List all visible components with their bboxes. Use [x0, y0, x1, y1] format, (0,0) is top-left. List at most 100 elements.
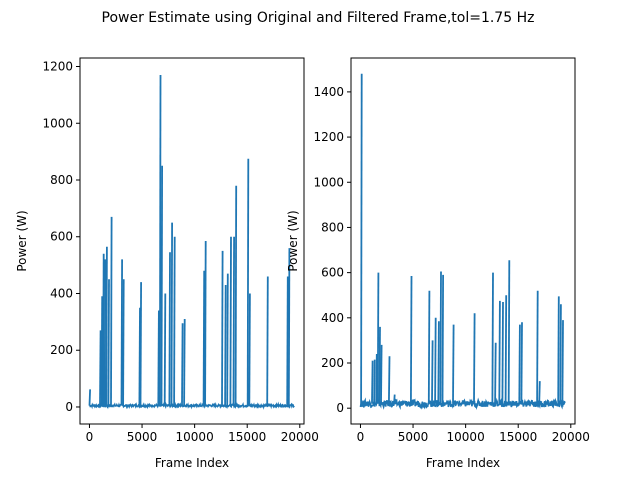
- left-spike-5: [105, 246, 108, 406]
- right-spike-3: [375, 353, 378, 404]
- right-spike-10: [427, 290, 431, 404]
- left-spike-22: [204, 240, 207, 406]
- right-x-tick-label: 0: [357, 430, 365, 444]
- left-spike-8: [120, 259, 123, 406]
- right-series-group: [359, 73, 566, 410]
- left-spike-30: [248, 293, 251, 406]
- left-spike-23: [221, 250, 224, 406]
- right-spike-12: [434, 317, 437, 404]
- right-spike-26: [536, 290, 539, 404]
- left-spike-16: [168, 252, 171, 406]
- left-y-tick-label: 0: [65, 400, 73, 414]
- right-y-tick-label: 400: [321, 311, 344, 325]
- left-series-baseline: [89, 401, 295, 410]
- right-spike-16: [452, 324, 455, 404]
- left-subplot: 0 5000 10000 15000 20000 0 200 400 600 800 1000 12…: [15, 57, 319, 470]
- right-y-tick-label: 800: [321, 220, 344, 234]
- left-x-tick-label: 15000: [228, 430, 266, 444]
- right-spike-24: [518, 324, 521, 404]
- right-spike-27: [538, 381, 541, 404]
- left-axes-frame: [79, 57, 305, 425]
- left-spike-13: [158, 74, 162, 406]
- left-spike-7: [110, 216, 113, 406]
- right-subplot: 0 5000 10000 15000 20000 0 200 400 600 800 1000 12…: [286, 57, 590, 470]
- left-spike-17: [170, 222, 174, 406]
- right-spike-25: [520, 322, 523, 404]
- left-spike-31: [266, 276, 269, 406]
- left-y-tick-label: 1000: [42, 116, 73, 130]
- right-y-tick-label: 1000: [313, 175, 344, 189]
- right-spike-28: [557, 296, 560, 404]
- right-spike-29: [559, 304, 562, 404]
- right-spike-7: [388, 356, 391, 404]
- left-series-group: [88, 74, 295, 410]
- left-spike-24: [224, 284, 227, 406]
- right-spike-21: [501, 301, 504, 404]
- left-spike-12: [157, 310, 160, 406]
- right-spike-1: [371, 360, 374, 404]
- left-y-axis-label: Power (W): [15, 210, 29, 271]
- right-spike-14: [439, 271, 442, 404]
- left-y-tick-label: 600: [50, 230, 73, 244]
- left-spike-29: [246, 158, 250, 406]
- right-x-ticks: 0 5000 10000 15000 20000: [357, 424, 590, 444]
- right-spike-22: [504, 295, 508, 404]
- left-x-axis-label: Frame Index: [155, 456, 229, 470]
- right-y-axis-label: Power (W): [286, 210, 300, 271]
- left-spike-2: [100, 296, 104, 406]
- right-spike-20: [498, 300, 501, 404]
- left-x-tick-label: 10000: [176, 430, 214, 444]
- left-spike-11: [139, 282, 142, 406]
- right-spike-8: [393, 394, 396, 404]
- left-spike-26: [229, 236, 232, 406]
- left-spike-19: [181, 323, 184, 406]
- right-y-tick-label: 0: [336, 401, 344, 415]
- right-axes-frame: [350, 57, 576, 425]
- left-spike-27: [232, 236, 236, 406]
- right-spike-17: [473, 313, 476, 404]
- left-spike-4: [103, 259, 107, 406]
- right-spike-4: [376, 272, 380, 404]
- left-spike-21: [202, 270, 206, 406]
- right-y-tick-label: 1200: [313, 130, 344, 144]
- left-spike-25: [226, 273, 229, 406]
- left-y-tick-label: 400: [50, 286, 73, 300]
- left-spike-10: [138, 307, 141, 406]
- left-spike-28: [234, 185, 238, 406]
- left-spike-33: [287, 248, 291, 406]
- left-x-tick-label: 20000: [281, 430, 319, 444]
- left-y-tick-label: 200: [50, 343, 73, 357]
- right-x-tick-label: 15000: [499, 430, 537, 444]
- right-y-tick-label: 1400: [313, 85, 344, 99]
- left-spike-9: [122, 279, 125, 406]
- right-spike-13: [437, 321, 440, 404]
- left-spike-20: [183, 318, 186, 406]
- right-spike-11: [431, 340, 434, 404]
- right-y-tick-label: 200: [321, 356, 344, 370]
- right-spike-2: [373, 359, 376, 404]
- right-spike-6: [380, 344, 383, 404]
- right-x-tick-label: 10000: [447, 430, 485, 444]
- right-spike-30: [561, 320, 564, 404]
- left-y-tick-label: 1200: [42, 60, 73, 74]
- left-x-tick-label: 5000: [127, 430, 158, 444]
- left-spike-15: [163, 293, 167, 406]
- left-x-tick-label: 0: [86, 430, 94, 444]
- left-spike-6: [107, 279, 110, 406]
- left-spike-3: [102, 253, 105, 406]
- right-spike-23: [507, 260, 511, 404]
- left-spike-0: [88, 389, 91, 406]
- right-spike-0: [360, 73, 363, 404]
- right-x-tick-label: 5000: [398, 430, 429, 444]
- left-spike-18: [173, 236, 176, 406]
- figure-title: Power Estimate using Original and Filter…: [102, 10, 535, 26]
- right-x-tick-label: 20000: [552, 430, 590, 444]
- left-spike-14: [160, 165, 164, 406]
- right-spike-15: [441, 274, 444, 404]
- right-spike-18: [491, 272, 494, 404]
- right-x-axis-label: Frame Index: [426, 456, 500, 470]
- right-y-tick-label: 600: [321, 266, 344, 280]
- right-spike-9: [410, 275, 413, 404]
- left-spike-1: [99, 330, 102, 406]
